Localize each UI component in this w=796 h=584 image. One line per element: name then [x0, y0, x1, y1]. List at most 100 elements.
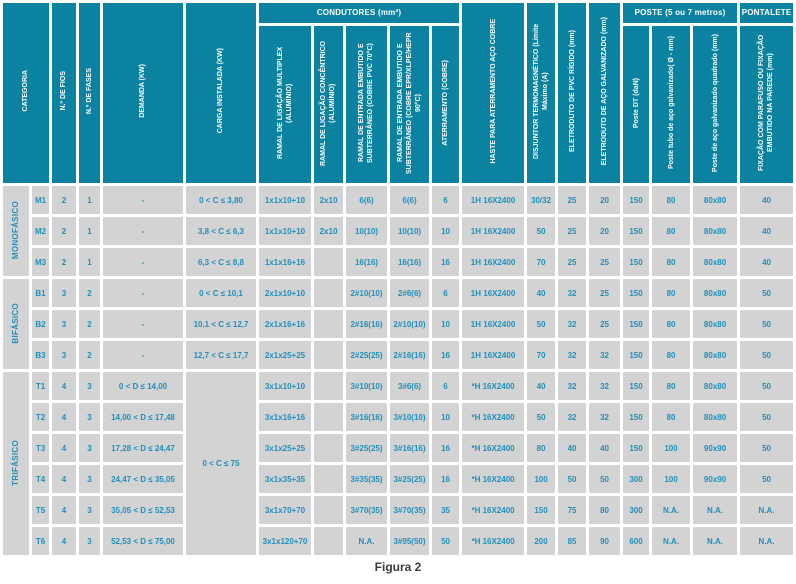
cell: 32	[558, 372, 587, 400]
cell: 12,7 < C ≤ 17,7	[186, 341, 256, 369]
cell: 6,3 < C ≤ 8,8	[186, 248, 256, 276]
cell: -	[103, 248, 183, 276]
row-label: B3	[32, 341, 49, 369]
cell: 3#6(6)	[390, 372, 429, 400]
cell: 80x80	[693, 186, 738, 214]
cell: 150	[623, 372, 650, 400]
haste-header-label: HASTE PARA ATERRAMENTO AÇO COBRE	[489, 18, 497, 164]
cell: -	[103, 310, 183, 338]
cell: N.A.	[740, 527, 794, 555]
cell: -	[103, 341, 183, 369]
cell: 2#6(6)	[390, 279, 429, 307]
cell: 2	[79, 310, 100, 338]
cell: 80x80	[693, 403, 738, 431]
cell: 2#10(10)	[390, 310, 429, 338]
col-header-poste-dt: Poste DT (daN)	[623, 26, 650, 183]
cell: 50	[740, 372, 794, 400]
cell: 10	[432, 310, 460, 338]
cell: 2#25(25)	[346, 341, 387, 369]
cell: 32	[558, 279, 587, 307]
cell: 3x1x10+10	[259, 372, 311, 400]
cell: 10(10)	[346, 217, 387, 245]
cell: 80	[652, 217, 691, 245]
cell: 16(16)	[390, 248, 429, 276]
cell: 3#70(35)	[346, 496, 387, 524]
row-label: T4	[32, 465, 49, 493]
cell: 85	[558, 527, 587, 555]
cell: 50	[740, 341, 794, 369]
group-header-pontalete: PONTALETE	[740, 3, 794, 23]
cell: 150	[623, 403, 650, 431]
cell: 80	[652, 372, 691, 400]
cell: 3x1x25+25	[259, 434, 311, 462]
cell: 2#16(16)	[346, 310, 387, 338]
cell: 150	[623, 279, 650, 307]
cell: 17,28 < D ≤ 24,47	[103, 434, 183, 462]
category-cell: TRIFÁSICO	[3, 372, 29, 555]
cell: 3	[79, 403, 100, 431]
cell: 32	[589, 372, 621, 400]
cell: 0 < C ≤ 10,1	[186, 279, 256, 307]
categoria-header-label: CATEGORIA	[22, 70, 30, 112]
cell: 3	[79, 372, 100, 400]
cell: 80	[589, 496, 621, 524]
cell: 150	[623, 217, 650, 245]
cell: 6	[432, 279, 460, 307]
table-row: T2 4 3 14,00 < D ≤ 17,48 3x1x16+16 3#16(16) 3#…	[3, 403, 794, 431]
table-row: T3 4 3 17,28 < D ≤ 24,47 3x1x25+25 3#25(25) 3#…	[3, 434, 794, 462]
cell: 90x90	[693, 434, 738, 462]
fios-header-label: N.º DE FIOS	[60, 71, 68, 111]
cell	[314, 465, 343, 493]
cell: *H 16X2400	[462, 527, 525, 555]
cell: 3x1x120+70	[259, 527, 311, 555]
cell	[314, 434, 343, 462]
disjuntor-header-label: DISJUNTOR TERMOMAGNÉTICO (Limite Máximo …	[532, 23, 550, 159]
cell: 32	[558, 310, 587, 338]
category-label: BIFÁSICO	[10, 302, 20, 344]
cell: 3#35(35)	[346, 465, 387, 493]
col-header-eletroduto-aco: ELETRODUTO DE AÇO GALVANIZADO (mm)	[589, 3, 621, 183]
col-header-concentrico: RAMAL DE LIGAÇÃO CONCÊNTRICO (ALUMÍNIO)	[314, 26, 343, 183]
col-header-carga: CARGA INSTALADA (KW)	[186, 3, 256, 183]
cell: 100	[652, 434, 691, 462]
cell: 25	[558, 186, 587, 214]
cell: 10	[432, 403, 460, 431]
col-header-haste: HASTE PARA ATERRAMENTO AÇO COBRE	[462, 3, 525, 183]
cell: 2#10(10)	[346, 279, 387, 307]
cell: 2x1x25+25	[259, 341, 311, 369]
poste-dt-header-label: Poste DT (daN)	[632, 77, 640, 128]
cell: 40	[740, 217, 794, 245]
cell: 1H 16X2400	[462, 341, 525, 369]
cell: 600	[623, 527, 650, 555]
row-label: M1	[32, 186, 49, 214]
cell: 2	[52, 186, 76, 214]
cell: 50	[740, 279, 794, 307]
cell: 90x90	[693, 465, 738, 493]
cell: 35,05 < D ≤ 52,53	[103, 496, 183, 524]
cell: 35	[432, 496, 460, 524]
cell: 40	[740, 186, 794, 214]
fases-header-label: N.º DE FASES	[85, 68, 93, 115]
table-row: B3 3 2-12,7 < C ≤ 17,7 2x1x25+25 2#25(25) 2#1…	[3, 341, 794, 369]
cell: 70	[527, 248, 556, 276]
poste-tubo-header-label: Poste tubo de aço galvanizado( Ø - mm)	[667, 36, 675, 170]
header-group-row: CATEGORIA N.º DE FIOS N.º DE FASES DEMAN…	[3, 3, 794, 183]
cell: 1	[79, 186, 100, 214]
cell	[314, 341, 343, 369]
cell: N.A.	[693, 527, 738, 555]
table-row: TRIFÁSICO T1 4 3 0 < D ≤ 14,00 0 < C ≤ 75 3x1x…	[3, 372, 794, 555]
cell: 80	[652, 310, 691, 338]
cell: 90	[589, 527, 621, 555]
cell: 2	[79, 279, 100, 307]
cell: 32	[589, 403, 621, 431]
table-row: BIFÁSICO B1 3 2-0 < C ≤ 10,1 2x1x10+10 2#10(1…	[3, 279, 794, 369]
col-header-fios: N.º DE FIOS	[52, 3, 76, 183]
row-label: M2	[32, 217, 49, 245]
concentrico-header-label: RAMAL DE LIGAÇÃO CONCÊNTRICO (ALUMÍNIO)	[320, 40, 337, 166]
cell: 40	[740, 248, 794, 276]
cell: *H 16X2400	[462, 465, 525, 493]
cell: 6	[432, 372, 460, 400]
table-row: B2 3 2-10,1 < C ≤ 12,7 2x1x16+16 2#16(16) 2#1…	[3, 310, 794, 338]
cell: 0 < C ≤ 3,80	[186, 186, 256, 214]
